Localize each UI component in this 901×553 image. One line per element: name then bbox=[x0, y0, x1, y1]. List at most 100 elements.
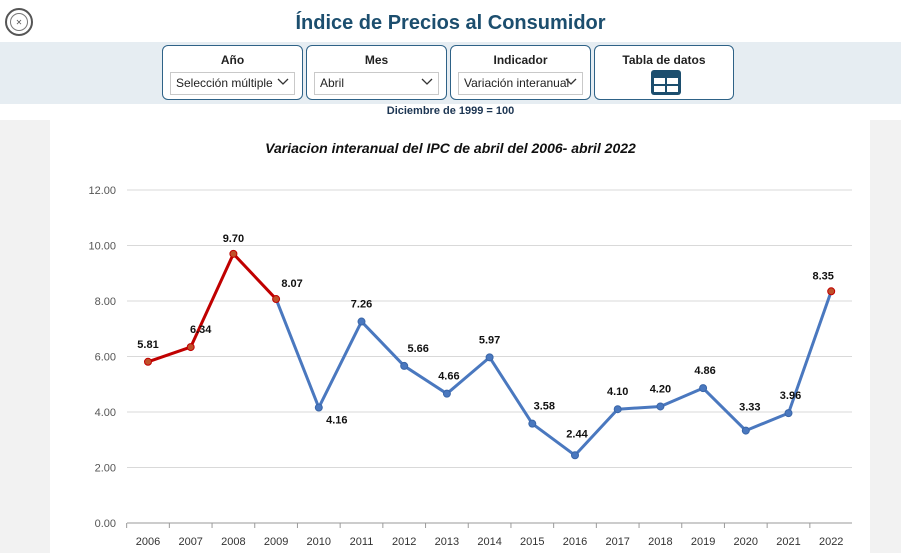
data-label: 4.16 bbox=[326, 415, 347, 427]
x-tick-label: 2009 bbox=[264, 536, 288, 548]
data-point bbox=[784, 409, 793, 418]
y-tick-label: 0.00 bbox=[95, 518, 116, 530]
year-filter: Año Selección múltiple bbox=[162, 45, 303, 100]
left-margin bbox=[0, 120, 50, 553]
series-line-segment bbox=[146, 345, 193, 364]
data-point bbox=[400, 361, 409, 370]
y-tick-label: 2.00 bbox=[95, 463, 116, 475]
x-tick-label: 2008 bbox=[221, 536, 245, 548]
series-line-segment bbox=[573, 407, 620, 457]
data-label: 4.20 bbox=[650, 383, 671, 395]
year-select[interactable]: Selección múltiple bbox=[170, 72, 295, 95]
data-point bbox=[699, 384, 708, 393]
x-tick-label: 2014 bbox=[477, 536, 501, 548]
table-icon bbox=[651, 70, 681, 95]
data-point bbox=[613, 405, 622, 414]
series-line-segment bbox=[701, 386, 748, 433]
x-tick-label: 2007 bbox=[178, 536, 202, 548]
x-tick-label: 2010 bbox=[307, 536, 331, 548]
data-point bbox=[229, 249, 238, 258]
data-label: 4.66 bbox=[438, 371, 459, 383]
series-line-segment bbox=[317, 320, 363, 410]
data-label: 3.96 bbox=[780, 390, 801, 402]
chart-title: Variacion interanual del IPC de abril de… bbox=[265, 140, 636, 156]
data-table-label: Tabla de datos bbox=[622, 53, 706, 67]
data-label: 5.97 bbox=[479, 334, 500, 346]
indicator-select[interactable]: Variación interanual bbox=[458, 72, 583, 95]
data-point bbox=[144, 357, 152, 366]
x-tick-label: 2011 bbox=[350, 536, 374, 548]
right-margin bbox=[870, 120, 901, 553]
data-point bbox=[741, 426, 750, 435]
data-label: 4.10 bbox=[607, 386, 628, 398]
indicator-filter: Indicador Variación interanual bbox=[450, 45, 591, 100]
series-line-segment bbox=[402, 364, 449, 396]
data-point bbox=[314, 403, 323, 412]
y-tick-label: 10.00 bbox=[88, 241, 116, 253]
page-title: Índice de Precios al Consumidor bbox=[295, 12, 606, 34]
x-tick-label: 2013 bbox=[435, 536, 459, 548]
series-line-segment bbox=[530, 422, 577, 457]
series-line-segment bbox=[616, 404, 662, 411]
month-select-value: Abril bbox=[320, 76, 345, 90]
top-bar: ✕ Índice de Precios al Consumidor bbox=[0, 0, 901, 42]
data-label: 8.07 bbox=[281, 278, 302, 290]
month-select[interactable]: Abril bbox=[314, 72, 439, 95]
year-select-value: Selección múltiple bbox=[176, 76, 273, 90]
month-filter: Mes Abril bbox=[306, 45, 447, 100]
x-tick-label: 2021 bbox=[776, 536, 800, 548]
x-tick-label: 2016 bbox=[563, 536, 587, 548]
data-label: 5.66 bbox=[407, 343, 428, 355]
data-table-button[interactable]: Tabla de datos bbox=[594, 45, 734, 100]
indicator-filter-label: Indicador bbox=[493, 53, 548, 67]
y-tick-label: 6.00 bbox=[95, 352, 116, 364]
indicator-select-value: Variación interanual bbox=[464, 76, 570, 90]
x-tick-label: 2006 bbox=[136, 536, 160, 548]
series-line-segment bbox=[488, 355, 534, 426]
data-label: 7.26 bbox=[351, 299, 372, 311]
data-point bbox=[357, 317, 366, 326]
y-tick-label: 4.00 bbox=[95, 407, 116, 419]
data-point bbox=[186, 343, 195, 352]
data-label: 9.70 bbox=[223, 233, 244, 245]
data-point bbox=[442, 389, 451, 398]
series-line-segment bbox=[445, 355, 492, 396]
x-tick-label: 2022 bbox=[819, 536, 843, 548]
data-label: 4.86 bbox=[694, 365, 715, 377]
series-line-segment bbox=[787, 289, 833, 415]
data-label: 8.35 bbox=[812, 270, 833, 282]
x-tick-label: 2018 bbox=[648, 536, 672, 548]
chevron-down-icon bbox=[277, 78, 289, 85]
chevron-down-icon bbox=[565, 78, 577, 85]
filter-bar: Año Selección múltiple Mes Abril Indicad… bbox=[0, 42, 901, 104]
x-tick-label: 2015 bbox=[520, 536, 544, 548]
seal-icon: ✕ bbox=[5, 8, 33, 36]
data-point bbox=[571, 451, 579, 460]
x-tick-label: 2019 bbox=[691, 536, 715, 548]
x-tick-label: 2017 bbox=[605, 536, 629, 548]
data-label: 3.33 bbox=[739, 402, 760, 414]
data-point bbox=[272, 295, 281, 304]
data-point bbox=[827, 287, 836, 296]
data-label: 5.81 bbox=[137, 339, 158, 351]
series-line-segment bbox=[658, 386, 705, 408]
year-filter-label: Año bbox=[220, 53, 245, 67]
base-note: Diciembre de 1999 = 100 bbox=[386, 105, 515, 117]
y-tick-label: 12.00 bbox=[88, 185, 116, 197]
data-point bbox=[656, 402, 665, 411]
x-tick-label: 2020 bbox=[734, 536, 758, 548]
data-label: 6.34 bbox=[190, 324, 212, 336]
series-line-segment bbox=[274, 297, 321, 410]
data-label: 2.44 bbox=[566, 428, 588, 440]
data-label: 3.58 bbox=[534, 401, 555, 413]
x-tick-label: 2012 bbox=[392, 536, 416, 548]
chart-panel bbox=[50, 120, 870, 553]
data-point bbox=[528, 419, 537, 428]
series-line-segment bbox=[360, 320, 406, 368]
series-line-segment bbox=[189, 252, 235, 349]
chevron-down-icon bbox=[421, 78, 433, 85]
data-point bbox=[485, 353, 494, 362]
series-line-segment bbox=[231, 252, 278, 301]
month-filter-label: Mes bbox=[364, 53, 389, 67]
